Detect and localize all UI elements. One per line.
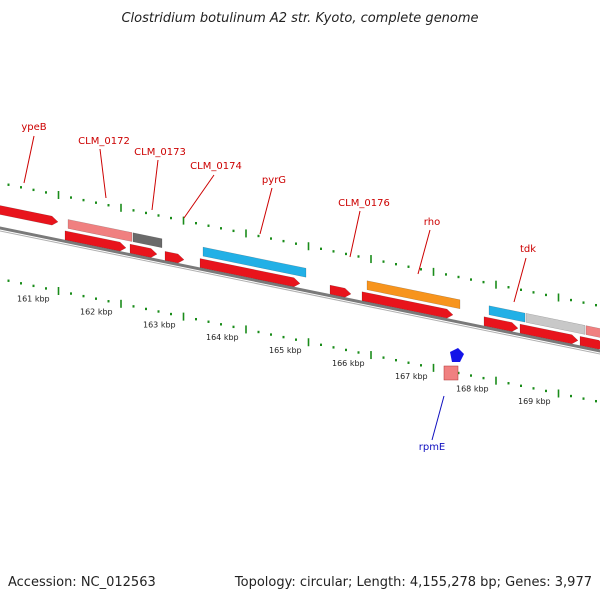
scale-labels: 161 kbp 162 kbp 163 kbp 164 kbp 165 kbp 166 k… [17, 294, 551, 406]
cds-arrow [164, 251, 185, 264]
accession-text: Accession: NC_012563 [8, 575, 156, 590]
cds-arrow [361, 291, 454, 319]
gene-bar [525, 313, 586, 335]
gene-bar [67, 219, 133, 242]
features [0, 205, 600, 381]
gene-bar [132, 232, 163, 249]
cds-arrow [129, 243, 158, 258]
reverse-cds-arrow [450, 348, 464, 362]
backbone-shadow [0, 230, 600, 355]
leader-line [417, 229, 431, 275]
gene-label-clm0172: CLM_0172 [78, 136, 130, 147]
rpmE-feature [443, 365, 459, 381]
leader-line [151, 159, 159, 211]
gene-bar [585, 325, 600, 338]
cds-arrow [329, 284, 352, 298]
scale-label: 168 kbp [456, 384, 489, 393]
leader-line [23, 135, 35, 184]
gene-label-clm0173: CLM_0173 [134, 147, 186, 158]
leader-line [431, 395, 445, 441]
backbone-line [0, 226, 600, 353]
cds-arrow [64, 230, 127, 252]
gene-labels: ypeB CLM_0172 CLM_0173 CLM_0174 pyrG CLM_0176… [21, 122, 536, 453]
backbone [0, 226, 600, 355]
gene-label-clm0174: CLM_0174 [190, 161, 242, 172]
gene-label-clm0176: CLM_0176 [338, 198, 390, 209]
gene-bar [366, 280, 461, 310]
scale-label: 163 kbp [143, 320, 176, 329]
leader-line [259, 187, 273, 235]
gene-label-pyrg: pyrG [262, 175, 286, 186]
scale-label: 166 kbp [332, 359, 365, 368]
gene-bar [202, 246, 307, 278]
cds-arrow [483, 316, 519, 332]
gene-label-rpme: rpmE [419, 442, 446, 453]
leader-line [183, 174, 215, 219]
scale-label: 165 kbp [269, 346, 302, 355]
gene-label-tdk: tdk [520, 244, 536, 255]
scale-label: 164 kbp [206, 333, 239, 342]
leader-line [99, 148, 107, 199]
cds-arrow [199, 258, 301, 288]
cds-arrow [579, 336, 600, 350]
scale-label: 161 kbp [17, 294, 50, 303]
leader-line [513, 257, 527, 303]
gene-bar [488, 305, 526, 323]
scale-label: 167 kbp [395, 372, 428, 381]
map-title: Clostridium botulinum A2 str. Kyoto, com… [121, 11, 478, 26]
cds-arrow [0, 205, 59, 226]
gene-label-rho: rho [424, 217, 440, 228]
scale-label: 169 kbp [518, 397, 551, 406]
cds-arrow [519, 323, 579, 345]
scale-label: 162 kbp [80, 307, 113, 316]
summary-text: Topology: circular; Length: 4,155,278 bp… [234, 575, 592, 590]
leader-line [349, 210, 361, 258]
gene-label-ypeb: ypeB [21, 122, 46, 133]
